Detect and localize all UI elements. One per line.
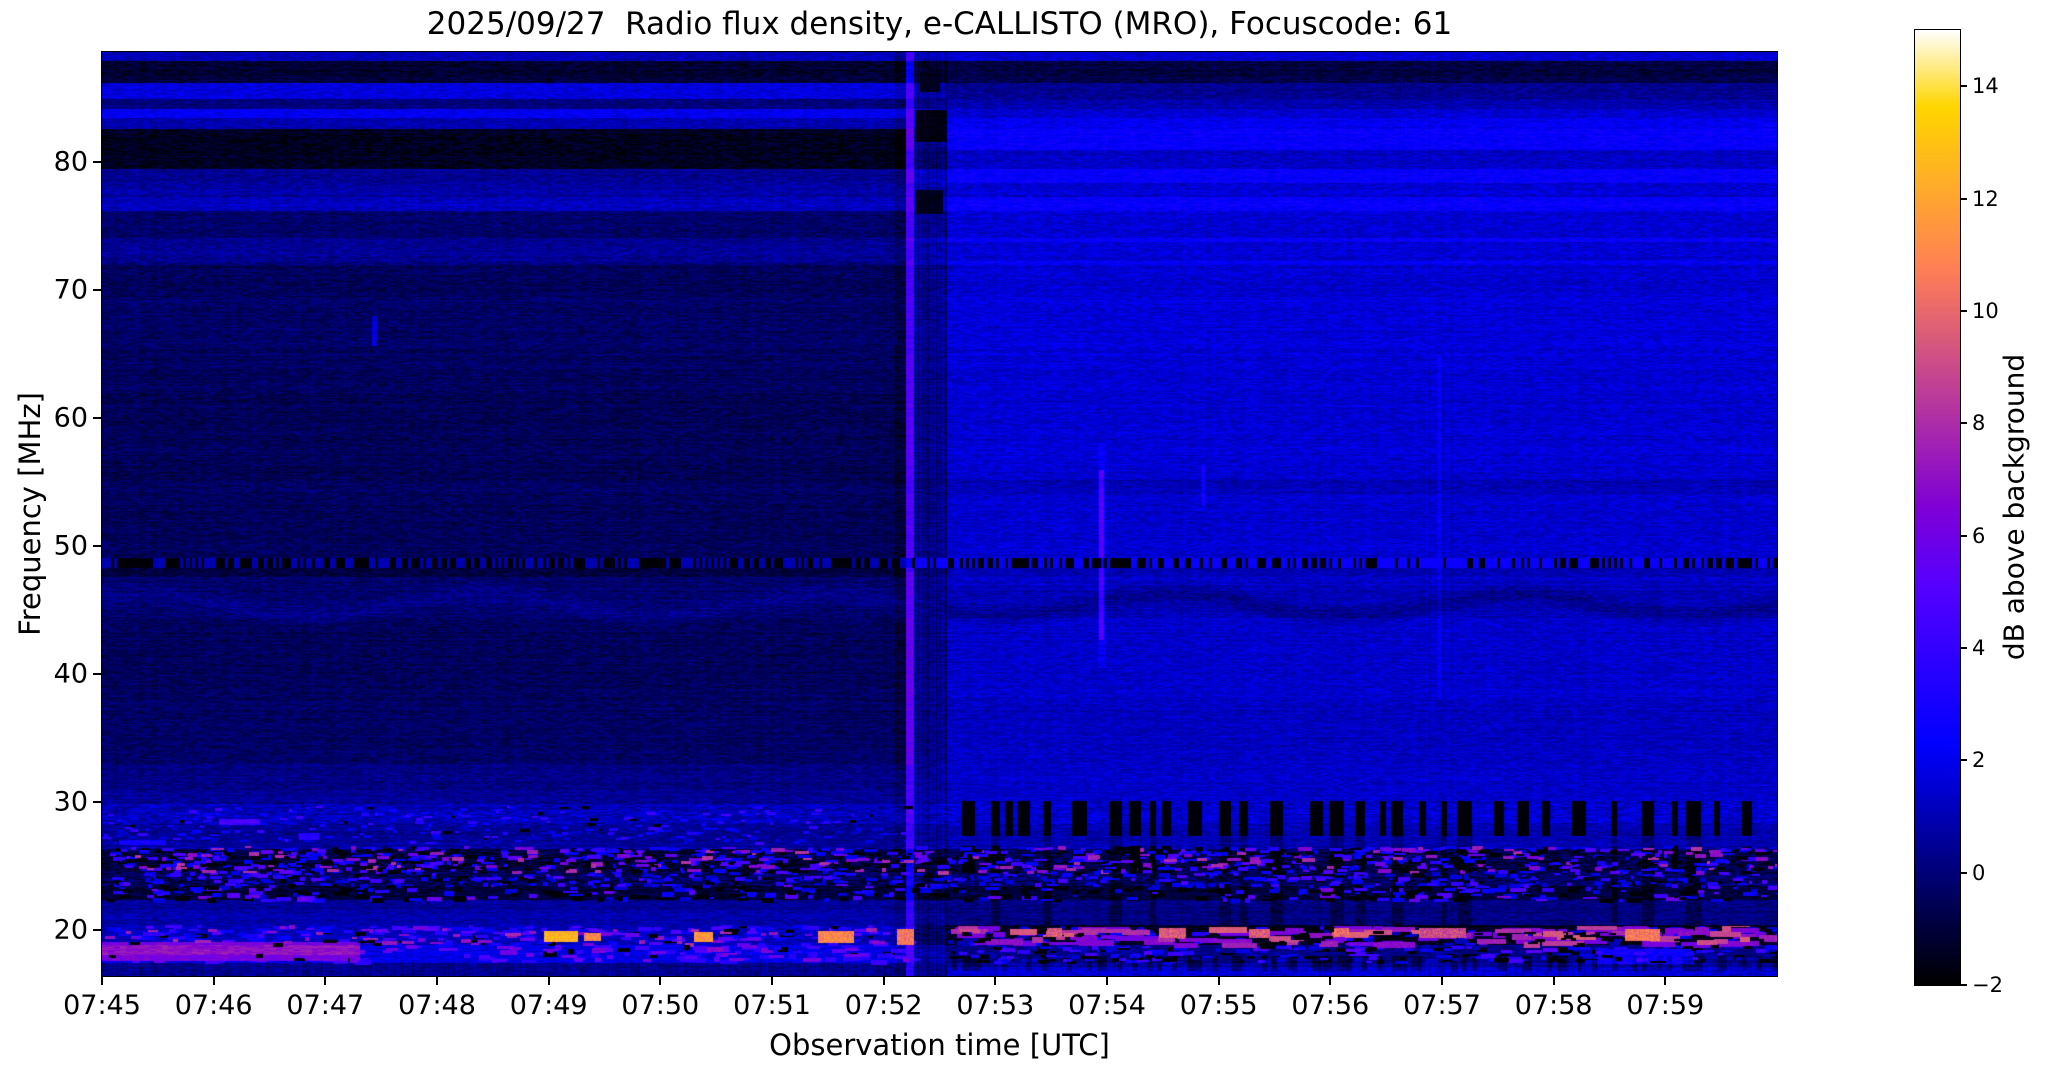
x-tick-mark	[324, 976, 327, 985]
y-tick-label: 20	[53, 914, 88, 946]
y-tick-label: 50	[53, 530, 88, 562]
colorbar-tick-mark	[1960, 646, 1967, 649]
x-tick-mark	[1552, 976, 1555, 985]
x-tick-mark	[1664, 976, 1667, 985]
x-tick-label: 07:50	[621, 990, 700, 1021]
colorbar-canvas	[1914, 29, 1961, 986]
y-tick-label: 60	[53, 402, 88, 434]
x-tick-label: 07:45	[63, 990, 141, 1021]
y-tick-label: 30	[53, 786, 88, 818]
y-tick-label: 70	[53, 274, 88, 306]
x-tick-label: 07:58	[1514, 990, 1593, 1021]
colorbar-tick-label: 12	[1972, 186, 1999, 211]
x-tick-label: 07:47	[286, 990, 365, 1021]
colorbar-label: dB above background	[1997, 353, 2031, 661]
chart-title: 2025/09/27 Radio flux density, e-CALLIST…	[426, 6, 1453, 42]
colorbar-tick-label: 6	[1972, 523, 1986, 548]
x-tick-label: 07:52	[844, 990, 923, 1021]
colorbar-tick-mark	[1960, 534, 1967, 537]
y-tick-mark	[93, 544, 102, 547]
y-tick-mark	[93, 161, 102, 164]
x-tick-label: 07:49	[509, 990, 588, 1021]
colorbar-tick-mark	[1960, 309, 1967, 312]
x-tick-label: 07:48	[398, 990, 476, 1021]
colorbar-tick-label: −2	[1972, 973, 2003, 997]
colorbar-tick-mark	[1960, 85, 1967, 88]
spectrogram-canvas	[101, 51, 1778, 977]
x-tick-label: 07:57	[1403, 990, 1481, 1021]
colorbar-tick-label: 0	[1972, 860, 1986, 885]
x-tick-label: 07:54	[1068, 990, 1146, 1021]
x-tick-label: 07:53	[956, 990, 1035, 1021]
x-tick-mark	[882, 976, 885, 985]
y-tick-label: 40	[53, 658, 88, 690]
x-tick-mark	[1217, 976, 1220, 985]
x-tick-label: 07:56	[1291, 990, 1370, 1021]
x-tick-mark	[1106, 976, 1108, 985]
x-tick-mark	[994, 976, 997, 985]
colorbar-tick-mark	[1960, 197, 1967, 200]
x-tick-mark	[771, 976, 773, 985]
x-tick-mark	[1441, 976, 1443, 985]
x-axis-label: Observation time [UTC]	[769, 1028, 1110, 1062]
colorbar-tick-label: 2	[1972, 748, 1986, 773]
y-tick-mark	[93, 417, 102, 420]
x-tick-mark	[1329, 976, 1332, 985]
colorbar-tick-mark	[1960, 871, 1967, 874]
colorbar-tick-label: 4	[1972, 635, 1986, 660]
x-tick-mark	[547, 976, 550, 985]
y-tick-mark	[93, 928, 102, 931]
x-tick-mark	[212, 976, 215, 985]
colorbar-tick-mark	[1960, 422, 1967, 425]
x-tick-mark	[436, 976, 438, 985]
colorbar-tick-label: 8	[1972, 411, 1986, 436]
x-tick-label: 07:55	[1179, 990, 1258, 1021]
y-tick-mark	[93, 800, 102, 803]
colorbar-tick-label: 10	[1972, 298, 1999, 323]
x-tick-label: 07:59	[1626, 990, 1705, 1021]
x-tick-mark	[659, 976, 662, 985]
colorbar-tick-label: 14	[1972, 74, 1999, 99]
x-tick-mark	[101, 976, 103, 985]
y-tick-mark	[93, 289, 102, 292]
colorbar-tick-mark	[1960, 759, 1967, 762]
y-tick-label: 80	[53, 146, 88, 178]
x-tick-label: 07:51	[733, 990, 811, 1021]
y-tick-mark	[93, 672, 102, 675]
colorbar-tick-mark	[1960, 984, 1967, 986]
x-tick-label: 07:46	[174, 990, 253, 1021]
